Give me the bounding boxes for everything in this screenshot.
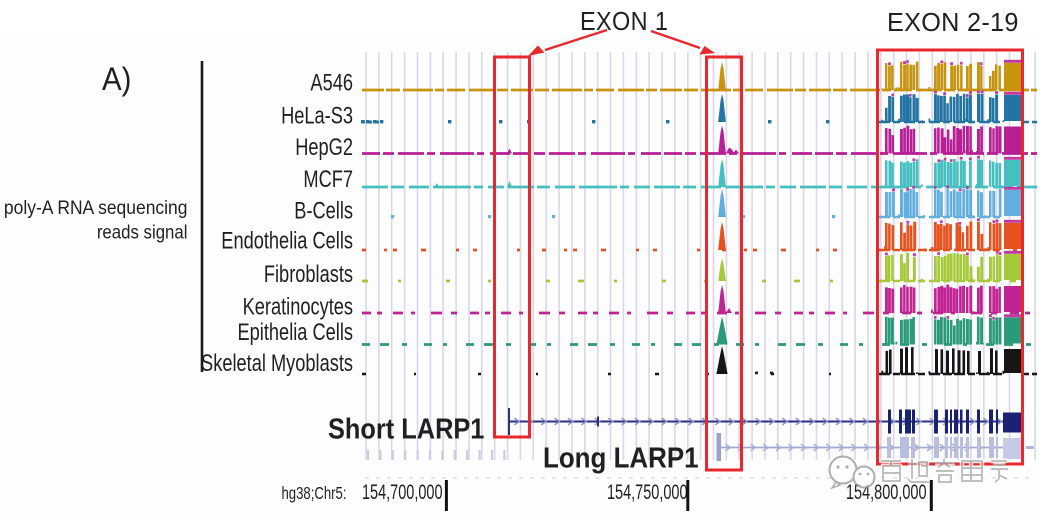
svg-text:EXON 1: EXON 1	[580, 8, 668, 36]
svg-text:reads signal: reads signal	[97, 222, 188, 243]
svg-text:Long LARP1: Long LARP1	[543, 441, 699, 474]
svg-text:hg38;Chr5:: hg38;Chr5:	[282, 484, 347, 503]
svg-text:MCF7: MCF7	[303, 166, 353, 193]
svg-text:Keratinocytes: Keratinocytes	[243, 293, 353, 320]
svg-text:Short LARP1: Short LARP1	[328, 412, 484, 445]
svg-text:B-Cells: B-Cells	[294, 197, 353, 224]
svg-text:A): A)	[102, 61, 131, 97]
svg-text:Fibroblasts: Fibroblasts	[264, 261, 353, 288]
svg-text:Endothelia Cells: Endothelia Cells	[221, 227, 353, 254]
svg-text:EXON 2-19: EXON 2-19	[887, 9, 1019, 37]
svg-text:HeLa-S3: HeLa-S3	[281, 102, 353, 129]
svg-text:poly-A RNA sequencing: poly-A RNA sequencing	[4, 196, 188, 218]
svg-text:Skeletal Myoblasts: Skeletal Myoblasts	[201, 350, 353, 377]
svg-text:HepG2: HepG2	[295, 134, 353, 161]
svg-text:154,700,000: 154,700,000	[362, 480, 443, 503]
svg-text:A546: A546	[310, 69, 353, 96]
svg-text:154,750,000: 154,750,000	[607, 480, 688, 503]
svg-text:Epithelia Cells: Epithelia Cells	[238, 319, 353, 346]
